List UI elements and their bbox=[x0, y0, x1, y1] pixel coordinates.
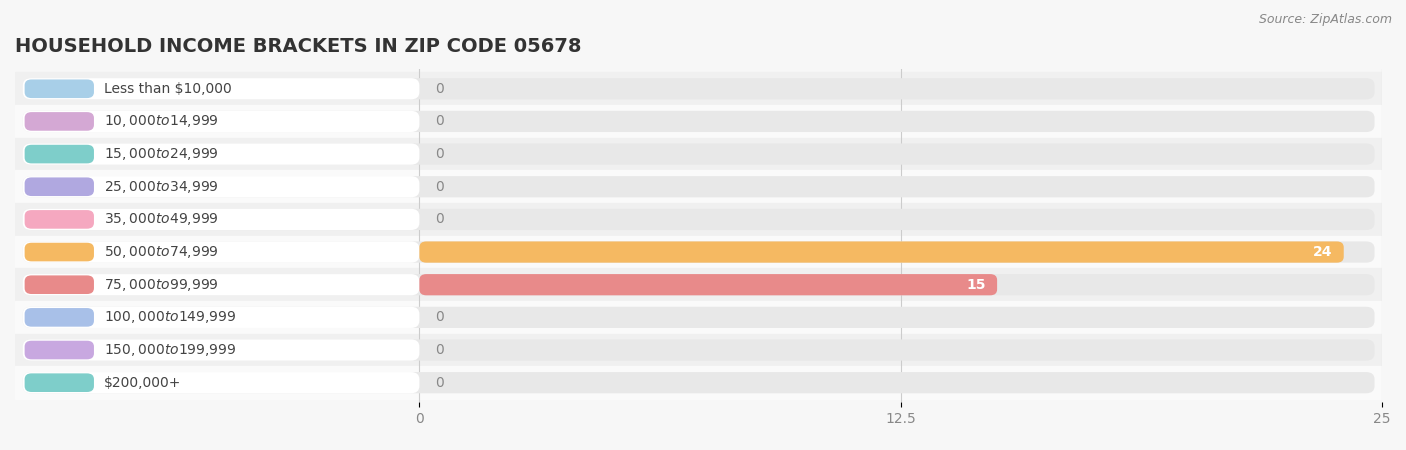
Bar bbox=[15, 268, 1382, 301]
FancyBboxPatch shape bbox=[22, 78, 419, 99]
Text: $75,000 to $99,999: $75,000 to $99,999 bbox=[104, 277, 218, 292]
Text: Less than $10,000: Less than $10,000 bbox=[104, 82, 232, 96]
Text: $200,000+: $200,000+ bbox=[104, 376, 181, 390]
FancyBboxPatch shape bbox=[22, 372, 419, 393]
Bar bbox=[15, 236, 1382, 268]
FancyBboxPatch shape bbox=[25, 80, 94, 98]
FancyBboxPatch shape bbox=[25, 210, 94, 229]
Text: 0: 0 bbox=[434, 376, 443, 390]
FancyBboxPatch shape bbox=[25, 308, 94, 327]
FancyBboxPatch shape bbox=[419, 242, 1344, 263]
Text: $100,000 to $149,999: $100,000 to $149,999 bbox=[104, 309, 236, 325]
Text: HOUSEHOLD INCOME BRACKETS IN ZIP CODE 05678: HOUSEHOLD INCOME BRACKETS IN ZIP CODE 05… bbox=[15, 37, 582, 57]
FancyBboxPatch shape bbox=[22, 144, 1375, 165]
Text: 0: 0 bbox=[434, 310, 443, 324]
Text: 15: 15 bbox=[966, 278, 986, 292]
FancyBboxPatch shape bbox=[25, 243, 94, 261]
Bar bbox=[15, 105, 1382, 138]
Bar bbox=[15, 366, 1382, 399]
Text: 0: 0 bbox=[434, 180, 443, 194]
FancyBboxPatch shape bbox=[22, 176, 1375, 198]
Text: 0: 0 bbox=[434, 147, 443, 161]
Text: 0: 0 bbox=[434, 82, 443, 96]
FancyBboxPatch shape bbox=[22, 209, 1375, 230]
FancyBboxPatch shape bbox=[22, 274, 419, 295]
FancyBboxPatch shape bbox=[22, 111, 1375, 132]
FancyBboxPatch shape bbox=[419, 274, 997, 295]
Text: $10,000 to $14,999: $10,000 to $14,999 bbox=[104, 113, 218, 130]
FancyBboxPatch shape bbox=[22, 307, 1375, 328]
FancyBboxPatch shape bbox=[22, 78, 1375, 99]
Text: $25,000 to $34,999: $25,000 to $34,999 bbox=[104, 179, 218, 195]
FancyBboxPatch shape bbox=[22, 242, 419, 263]
Bar bbox=[15, 334, 1382, 366]
FancyBboxPatch shape bbox=[22, 372, 1375, 393]
Bar bbox=[15, 203, 1382, 236]
FancyBboxPatch shape bbox=[25, 112, 94, 131]
FancyBboxPatch shape bbox=[22, 176, 419, 198]
Text: 0: 0 bbox=[434, 343, 443, 357]
FancyBboxPatch shape bbox=[25, 177, 94, 196]
Bar bbox=[15, 138, 1382, 171]
FancyBboxPatch shape bbox=[25, 275, 94, 294]
Text: 0: 0 bbox=[434, 212, 443, 226]
Text: $50,000 to $74,999: $50,000 to $74,999 bbox=[104, 244, 218, 260]
FancyBboxPatch shape bbox=[22, 209, 419, 230]
FancyBboxPatch shape bbox=[22, 111, 419, 132]
Text: $35,000 to $49,999: $35,000 to $49,999 bbox=[104, 212, 218, 227]
FancyBboxPatch shape bbox=[22, 339, 1375, 360]
Text: $15,000 to $24,999: $15,000 to $24,999 bbox=[104, 146, 218, 162]
Bar bbox=[15, 301, 1382, 334]
FancyBboxPatch shape bbox=[22, 339, 419, 360]
Text: 0: 0 bbox=[434, 114, 443, 128]
Text: Source: ZipAtlas.com: Source: ZipAtlas.com bbox=[1258, 14, 1392, 27]
Bar bbox=[15, 72, 1382, 105]
Bar bbox=[15, 171, 1382, 203]
Text: 24: 24 bbox=[1313, 245, 1331, 259]
FancyBboxPatch shape bbox=[22, 307, 419, 328]
FancyBboxPatch shape bbox=[22, 144, 419, 165]
FancyBboxPatch shape bbox=[22, 274, 1375, 295]
FancyBboxPatch shape bbox=[25, 145, 94, 163]
FancyBboxPatch shape bbox=[25, 341, 94, 360]
FancyBboxPatch shape bbox=[22, 242, 1375, 263]
FancyBboxPatch shape bbox=[25, 374, 94, 392]
Text: $150,000 to $199,999: $150,000 to $199,999 bbox=[104, 342, 236, 358]
